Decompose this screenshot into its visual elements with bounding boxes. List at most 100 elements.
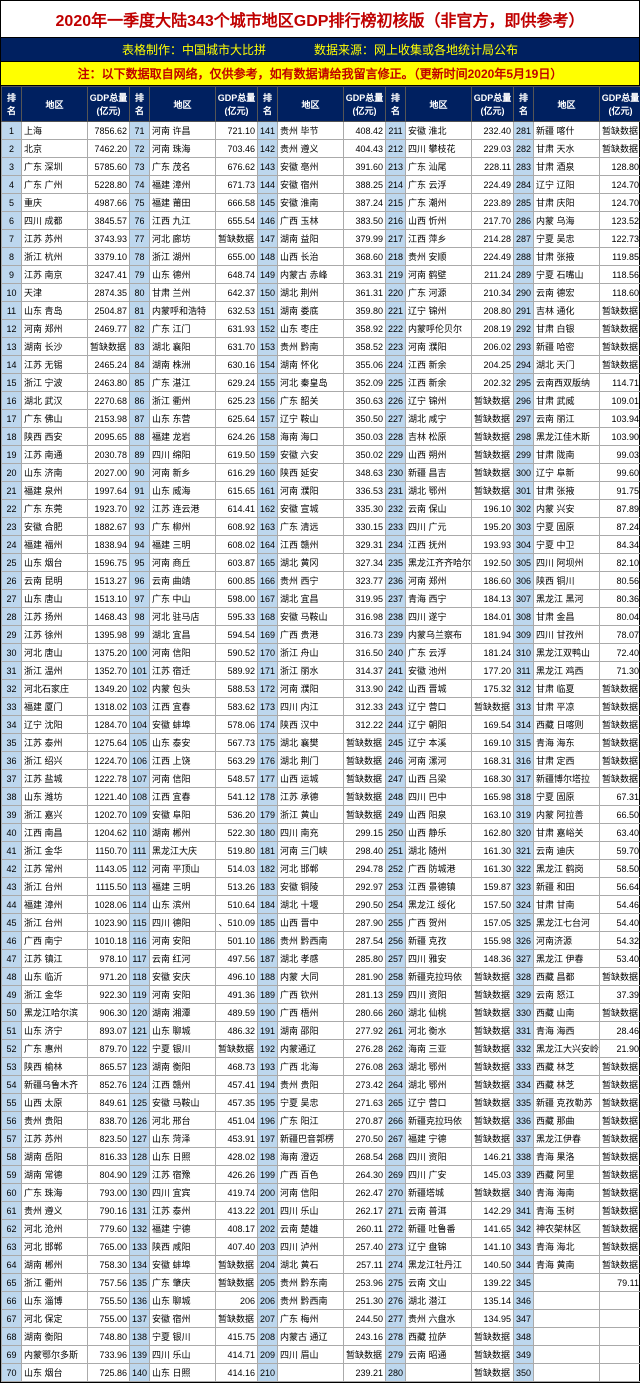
cell-rank: 8 <box>2 248 22 266</box>
cell-region: 江西 赣州 <box>278 536 344 554</box>
cell-region: 湖北 襄阳 <box>150 338 216 356</box>
cell-region: 江西 宜春 <box>150 788 216 806</box>
cell-region: 广东 珠海 <box>22 1184 88 1202</box>
cell-region: 辽宁 沈阳 <box>22 716 88 734</box>
cell-region: 湖北 鄂州 <box>406 1058 472 1076</box>
cell-gdp: 暂缺数据 <box>472 410 514 428</box>
cell-gdp: 169.10 <box>472 734 514 752</box>
cell-gdp: 619.50 <box>216 446 258 464</box>
cell-rank: 83 <box>130 338 150 356</box>
cell-region: 陕西 铜川 <box>534 572 600 590</box>
cell-rank: 190 <box>258 1004 278 1022</box>
cell-rank: 332 <box>514 1040 534 1058</box>
cell-rank: 277 <box>386 1310 406 1328</box>
cell-gdp: 253.96 <box>344 1274 386 1292</box>
cell-region: 江西 上饶 <box>150 752 216 770</box>
cell-gdp: 497.56 <box>216 950 258 968</box>
cell-rank: 101 <box>130 662 150 680</box>
cell-rank: 253 <box>386 878 406 896</box>
cell-gdp: 243.16 <box>344 1328 386 1346</box>
cell-gdp: 838.70 <box>88 1112 130 1130</box>
cell-gdp: 暂缺数据 <box>216 1040 258 1058</box>
cell-gdp: 865.57 <box>88 1058 130 1076</box>
cell-gdp: 184.01 <box>472 608 514 626</box>
cell-rank: 316 <box>514 752 534 770</box>
cell-rank: 67 <box>2 1310 22 1328</box>
cell-gdp: 352.09 <box>344 374 386 392</box>
cell-region: 湖北 咸宁 <box>406 410 472 428</box>
cell-rank: 42 <box>2 860 22 878</box>
cell-region: 宁夏 吴忠 <box>278 1094 344 1112</box>
cell-gdp: 790.16 <box>88 1202 130 1220</box>
cell-region: 贵州 贵阳 <box>22 1112 88 1130</box>
cell-region: 四川 广元 <box>406 518 472 536</box>
cell-rank: 311 <box>514 662 534 680</box>
cell-gdp: 208.80 <box>472 302 514 320</box>
cell-gdp: 暂缺数据 <box>472 1076 514 1094</box>
cell-rank: 77 <box>130 230 150 248</box>
cell-gdp: 336.53 <box>344 482 386 500</box>
cell-region: 河南 濮阳 <box>406 338 472 356</box>
cell-gdp: 407.40 <box>216 1238 258 1256</box>
cell-gdp: 1224.70 <box>88 752 130 770</box>
cell-rank: 314 <box>514 716 534 734</box>
cell-rank: 87 <box>130 410 150 428</box>
cell-gdp: 155.98 <box>472 932 514 950</box>
cell-rank: 163 <box>258 518 278 536</box>
cell-region: 陕西 汉中 <box>278 716 344 734</box>
cell-rank: 182 <box>258 860 278 878</box>
cell-region: 山西 运城 <box>278 770 344 788</box>
cell-rank: 141 <box>258 122 278 140</box>
cell-region: 安徽 淮北 <box>406 122 472 140</box>
cell-region: 辽宁 锦州 <box>406 392 472 410</box>
cell-gdp: 161.30 <box>472 860 514 878</box>
cell-rank: 227 <box>386 410 406 428</box>
cell-region: 甘肃 天水 <box>534 140 600 158</box>
cell-gdp: 648.74 <box>216 266 258 284</box>
cell-rank: 229 <box>386 446 406 464</box>
cell-rank: 45 <box>2 914 22 932</box>
cell-gdp: 169.54 <box>472 716 514 734</box>
cell-rank: 58 <box>2 1148 22 1166</box>
cell-rank: 213 <box>386 158 406 176</box>
cell-rank: 334 <box>514 1076 534 1094</box>
cell-gdp: 1349.20 <box>88 680 130 698</box>
cell-region: 甘肃 平凉 <box>534 698 600 716</box>
cell-rank: 18 <box>2 428 22 446</box>
cell-region: 湖北 孝感 <box>278 950 344 968</box>
cell-rank: 199 <box>258 1166 278 1184</box>
cell-rank: 173 <box>258 698 278 716</box>
cell-rank: 248 <box>386 788 406 806</box>
cell-region: 河南 平顶山 <box>150 860 216 878</box>
cell-rank: 214 <box>386 176 406 194</box>
cell-region: 辽宁 营口 <box>406 698 472 716</box>
cell-rank: 303 <box>514 518 534 536</box>
table-row: 17广东 佛山2153.9887山东 东营625.64157辽宁 鞍山350.5… <box>2 410 640 428</box>
table-row: 39浙江 嘉兴1202.70109安徽 阜阳536.20179浙江 黄山暂缺数据… <box>2 806 640 824</box>
cell-rank: 112 <box>130 860 150 878</box>
cell-rank: 349 <box>514 1346 534 1364</box>
cell-rank: 91 <box>130 482 150 500</box>
cell-region: 黑龙江双鸭山 <box>534 644 600 662</box>
cell-gdp: 184.13 <box>472 590 514 608</box>
cell-region: 广东 河源 <box>406 284 472 302</box>
cell-rank: 306 <box>514 572 534 590</box>
cell-gdp: 暂缺数据 <box>600 1004 640 1022</box>
cell-rank: 72 <box>130 140 150 158</box>
cell-region: 内蒙古 通辽 <box>278 1328 344 1346</box>
cell-rank: 348 <box>514 1328 534 1346</box>
cell-region: 河南 三门峡 <box>278 842 344 860</box>
cell-gdp: 1222.78 <box>88 770 130 788</box>
cell-gdp: 276.08 <box>344 1058 386 1076</box>
table-row: 13湖南 长沙暂缺数据83湖北 襄阳631.70153贵州 黔南358.5222… <box>2 338 640 356</box>
cell-region: 山东 东营 <box>150 410 216 428</box>
cell-region: 广东 柳州 <box>150 518 216 536</box>
cell-rank: 281 <box>514 122 534 140</box>
cell-rank: 261 <box>386 1022 406 1040</box>
cell-gdp: 7462.20 <box>88 140 130 158</box>
cell-rank: 212 <box>386 140 406 158</box>
cell-region: 湖北 宜昌 <box>278 590 344 608</box>
table-row: 4广东 广州5228.8074福建 漳州671.73144安徽 宿州388.25… <box>2 176 640 194</box>
table-row: 14江苏 无锡2465.2484湖南 株洲630.16154湖南 怀化355.0… <box>2 356 640 374</box>
cell-gdp: 598.00 <box>216 590 258 608</box>
